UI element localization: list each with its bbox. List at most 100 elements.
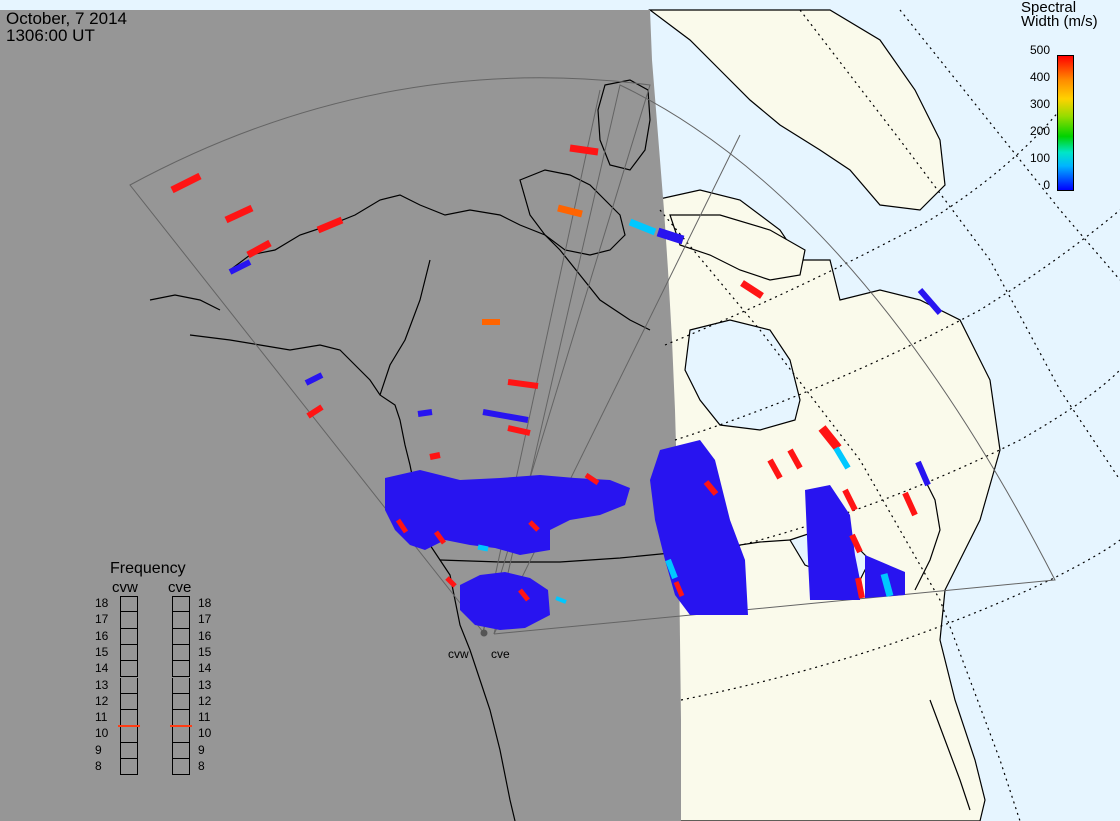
- scatter-mark: [170, 172, 202, 194]
- frequency-level-label: 8: [95, 759, 102, 773]
- colorbar-tick: 400: [1029, 70, 1050, 84]
- scatter-mark: [767, 458, 783, 480]
- scatter-mark: [849, 533, 863, 554]
- grid-circle-4: [680, 539, 1120, 701]
- frequency-level-label: 11: [95, 710, 108, 725]
- frequency-marker-cvw: [118, 725, 140, 728]
- scatter-mark: [628, 218, 657, 236]
- frequency-level-label: 15: [198, 644, 212, 659]
- frequency-level-box: [120, 742, 138, 759]
- scatter-mark: [246, 239, 272, 259]
- canada-border-west: [379, 259, 431, 396]
- scatter-mark: [880, 573, 894, 597]
- frequency-level-label: 13: [198, 677, 212, 692]
- scatter-mark: [656, 227, 685, 245]
- frequency-level-box: [120, 596, 138, 613]
- scatter-mark: [555, 596, 567, 604]
- colorbar-tick: 200: [1029, 124, 1050, 138]
- frequency-level-box: [172, 677, 190, 694]
- grid-meridian-3: [899, 9, 1120, 281]
- frequency-level-label: 17: [198, 612, 212, 627]
- near-range-scatter: [460, 572, 550, 630]
- colorbar-tick: 100: [1029, 151, 1050, 165]
- scatter-mark: [855, 577, 865, 599]
- scatter-mark: [304, 372, 324, 386]
- frequency-level-label: 10: [95, 726, 109, 741]
- arctic-islands: [519, 169, 626, 256]
- grid-circle-3: [679, 369, 1120, 561]
- frequency-level-box: [120, 661, 138, 678]
- frequency-level-box: [120, 628, 138, 645]
- scatter-mark: [417, 409, 433, 417]
- scatter-mark: [740, 280, 764, 299]
- colorbar-tick: 0: [1043, 178, 1050, 192]
- frequency-level-box: [120, 612, 138, 629]
- frequency-level-box: [172, 644, 190, 662]
- scatter-mark: [228, 259, 252, 275]
- frequency-level-box: [172, 596, 190, 613]
- frequency-level-box: [120, 710, 138, 727]
- observation-date: October, 7 2014: [6, 9, 127, 28]
- frequency-level-label: 12: [198, 693, 212, 708]
- frequency-level-label: 12: [95, 693, 109, 708]
- baffin-island: [669, 214, 806, 281]
- frequency-level-label: 14: [198, 661, 212, 676]
- scatter-mark: [507, 379, 539, 389]
- scatter-mark: [915, 460, 931, 487]
- scatter-mark: [917, 288, 943, 315]
- frequency-level-box: [172, 742, 190, 759]
- aleutian-chain: [149, 294, 221, 311]
- spectral-width-colorbar: [1057, 55, 1074, 191]
- west-scatter-cluster: [385, 470, 630, 555]
- scatter-mark: [584, 472, 600, 486]
- alaska-coast: [229, 194, 651, 331]
- frequency-level-label: 9: [198, 742, 205, 757]
- radar-site-marker: [480, 629, 488, 637]
- frequency-level-label: 17: [95, 612, 109, 627]
- frequency-level-box: [120, 759, 138, 776]
- observation-time: 1306:00 UT: [6, 26, 95, 45]
- scatter-mark: [833, 446, 851, 470]
- scatter-mark: [477, 544, 489, 552]
- scatter-mark: [395, 518, 409, 534]
- frequency-level-label: 8: [198, 759, 205, 773]
- scatter-mark: [224, 204, 254, 224]
- frequency-level-label: 11: [198, 710, 211, 725]
- scatter-bars: [170, 144, 943, 604]
- ellesmere-island: [597, 79, 651, 171]
- frequency-level-box: [172, 693, 190, 711]
- east-coast-detail: [914, 469, 941, 591]
- scatter-mark: [482, 409, 529, 423]
- colorbar-title-line2: Width (m/s): [1021, 13, 1098, 30]
- frequency-level-label: 9: [95, 742, 102, 757]
- colorbar-tick: 300: [1029, 97, 1050, 111]
- frequency-level-label: 16: [198, 628, 212, 643]
- frequency-level-label: 14: [95, 661, 109, 676]
- scatter-mark: [569, 144, 599, 156]
- scatter-mark: [842, 488, 858, 512]
- frequency-level-label: 13: [95, 677, 109, 692]
- site-label-cve: cve: [491, 647, 510, 661]
- florida-coast: [929, 699, 971, 811]
- frequency-level-label: 18: [198, 596, 212, 610]
- frequency-level-box: [120, 644, 138, 662]
- frequency-level-label: 18: [95, 596, 109, 610]
- frequency-level-box: [172, 759, 190, 776]
- frequency-level-box: [172, 661, 190, 678]
- scatter-mark: [518, 588, 530, 602]
- frequency-marker-cve: [170, 725, 192, 728]
- scatter-mark: [507, 425, 531, 436]
- scatter-mark: [306, 404, 324, 419]
- frequency-level-label: 16: [95, 628, 109, 643]
- cve-fov: [493, 84, 1056, 635]
- cvw-fov: [129, 77, 651, 633]
- geomagnetic-grid: [659, 9, 1120, 821]
- grid-circle-2: [674, 209, 1120, 441]
- frequency-radar-label-cve: cve: [168, 579, 192, 596]
- scatter-mark: [433, 530, 447, 545]
- scatter-mark: [528, 520, 540, 532]
- frequency-level-box: [172, 612, 190, 629]
- frequency-level-box: [120, 693, 138, 711]
